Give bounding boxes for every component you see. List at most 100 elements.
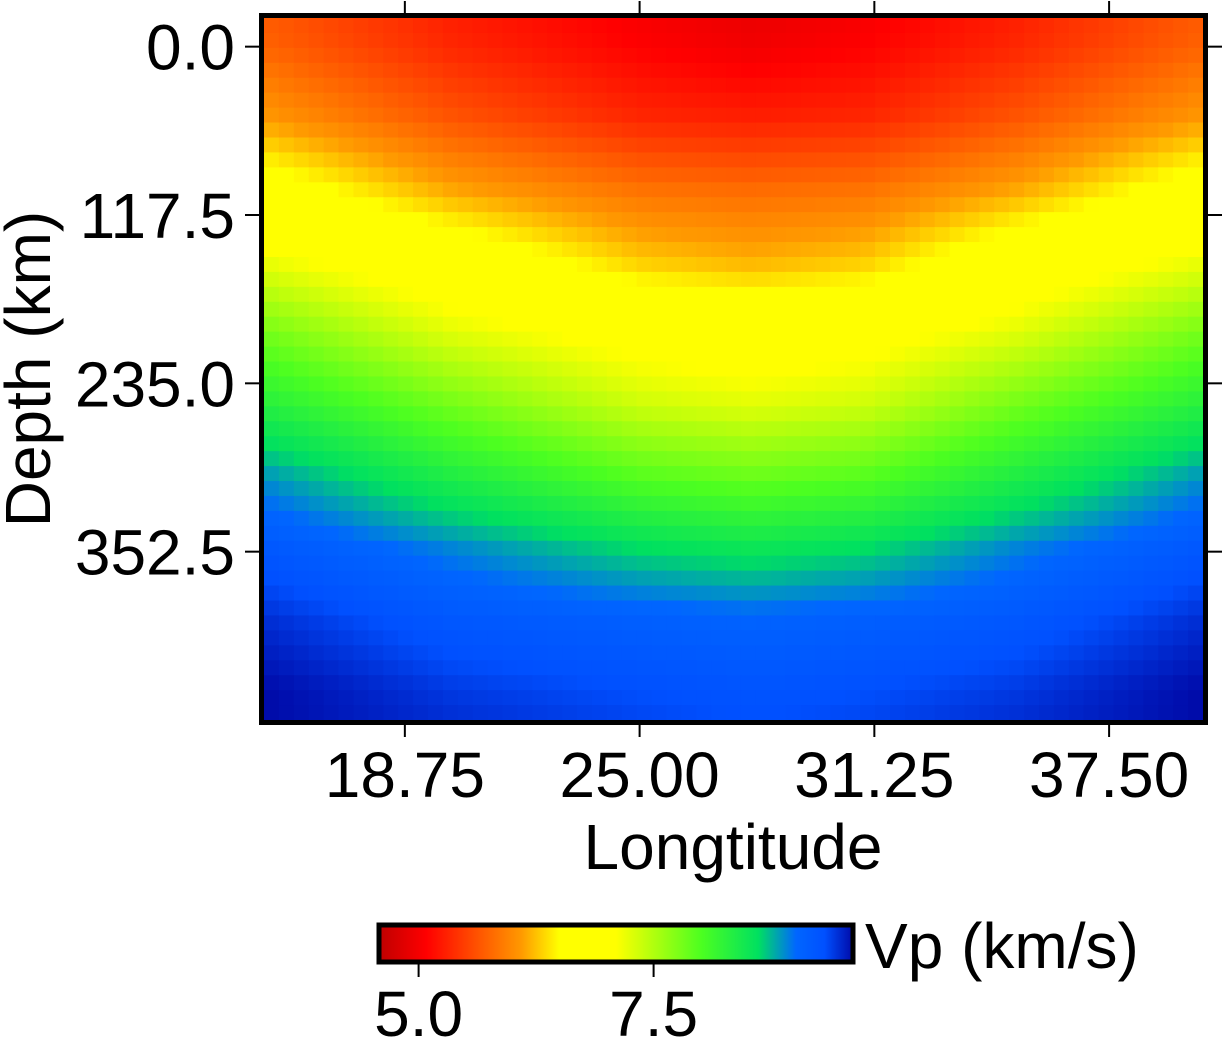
heatmap-cell xyxy=(890,346,906,363)
heatmap-cell xyxy=(487,197,504,213)
heatmap-cell xyxy=(472,18,489,34)
heatmap-cell xyxy=(1053,92,1070,109)
heatmap-cell xyxy=(1009,406,1025,422)
heatmap-cell xyxy=(860,77,876,94)
heatmap-cell xyxy=(1098,525,1115,542)
heatmap-cell xyxy=(875,466,891,482)
heatmap-cell xyxy=(606,331,623,348)
heatmap-cell xyxy=(621,361,638,378)
heatmap-cell xyxy=(562,391,578,407)
heatmap-cell xyxy=(770,137,787,154)
heatmap-cell xyxy=(1143,570,1159,587)
heatmap-cell xyxy=(606,107,623,124)
heatmap-cell xyxy=(845,495,861,512)
heatmap-cell xyxy=(398,107,414,124)
heatmap-cell xyxy=(994,495,1010,512)
heatmap-cell xyxy=(1113,406,1130,422)
heatmap-cell xyxy=(1098,466,1115,482)
heatmap-cell xyxy=(740,107,757,124)
heatmap-cell xyxy=(1024,525,1040,542)
heatmap-cell xyxy=(1173,540,1189,557)
heatmap-cell xyxy=(934,690,951,706)
heatmap-cell xyxy=(368,630,384,646)
heatmap-cell xyxy=(1068,212,1085,228)
heatmap-cell xyxy=(904,286,921,303)
heatmap-cell xyxy=(293,316,310,333)
heatmap-cell xyxy=(979,675,995,691)
heatmap-cell xyxy=(696,495,712,512)
heatmap-cell xyxy=(681,600,697,617)
heatmap-cell xyxy=(919,271,936,288)
heatmap-cell xyxy=(398,376,414,393)
heatmap-cell xyxy=(964,705,981,721)
heatmap-cell xyxy=(1039,645,1055,661)
heatmap-cell xyxy=(696,376,712,393)
heatmap-cell xyxy=(755,376,772,393)
heatmap-cell xyxy=(860,436,876,452)
heatmap-cell xyxy=(681,346,697,363)
heatmap-cell xyxy=(845,391,861,407)
heatmap-cell xyxy=(1188,242,1204,258)
heatmap-cell xyxy=(934,212,951,228)
heatmap-cell xyxy=(442,122,459,139)
heatmap-cell xyxy=(1053,271,1070,288)
heatmap-cell xyxy=(711,495,727,512)
heatmap-cell xyxy=(591,481,608,497)
heatmap-cell xyxy=(1128,690,1144,706)
heatmap-cell xyxy=(1024,301,1040,318)
heatmap-cell xyxy=(338,167,355,183)
heatmap-cell xyxy=(785,421,802,437)
heatmap-cell xyxy=(442,690,459,706)
heatmap-cell xyxy=(979,271,995,288)
heatmap-cell xyxy=(666,32,682,49)
heatmap-cell xyxy=(1083,137,1100,154)
heatmap-cell xyxy=(770,451,787,467)
heatmap-cell xyxy=(502,301,518,318)
heatmap-cell xyxy=(472,346,489,363)
heatmap-cell xyxy=(606,525,623,542)
heatmap-cell xyxy=(1083,92,1100,109)
heatmap-cell xyxy=(308,675,325,691)
heatmap-cell xyxy=(994,62,1010,79)
heatmap-cell xyxy=(681,675,697,691)
heatmap-cell xyxy=(636,540,653,557)
heatmap-cell xyxy=(666,92,682,109)
heatmap-cell xyxy=(785,615,802,631)
heatmap-cell xyxy=(427,32,444,49)
heatmap-cell xyxy=(964,32,981,49)
heatmap-cell xyxy=(562,466,578,482)
heatmap-cell xyxy=(651,600,668,617)
heatmap-cell xyxy=(517,242,533,258)
heatmap-cell xyxy=(1098,361,1115,378)
heatmap-cell xyxy=(815,242,831,258)
heatmap-cell xyxy=(1068,18,1085,34)
heatmap-cell xyxy=(278,361,295,378)
heatmap-cell xyxy=(1143,555,1159,572)
heatmap-cell xyxy=(323,600,340,617)
heatmap-cell xyxy=(934,77,951,94)
heatmap-cell xyxy=(293,346,310,363)
heatmap-cell xyxy=(427,481,444,497)
heatmap-cell xyxy=(591,331,608,348)
heatmap-cell xyxy=(413,376,429,393)
heatmap-cell xyxy=(293,705,310,721)
heatmap-cell xyxy=(1083,630,1100,646)
heatmap-cell xyxy=(890,212,906,228)
heatmap-cell xyxy=(636,47,653,64)
heatmap-cell xyxy=(338,481,355,497)
heatmap-cell xyxy=(606,137,623,154)
heatmap-cell xyxy=(293,152,310,168)
heatmap-cell xyxy=(1024,376,1040,393)
heatmap-cell xyxy=(1173,615,1189,631)
heatmap-cell xyxy=(1188,406,1204,422)
heatmap-cell xyxy=(651,690,668,706)
heatmap-cell xyxy=(621,660,638,676)
heatmap-cell xyxy=(487,525,504,542)
heatmap-cell xyxy=(1158,77,1174,94)
heatmap-cell xyxy=(860,316,876,333)
heatmap-cell xyxy=(890,481,906,497)
heatmap-cell xyxy=(547,600,563,617)
heatmap-cell xyxy=(323,585,340,602)
heatmap-cell xyxy=(1113,77,1130,94)
heatmap-cell xyxy=(502,137,518,154)
